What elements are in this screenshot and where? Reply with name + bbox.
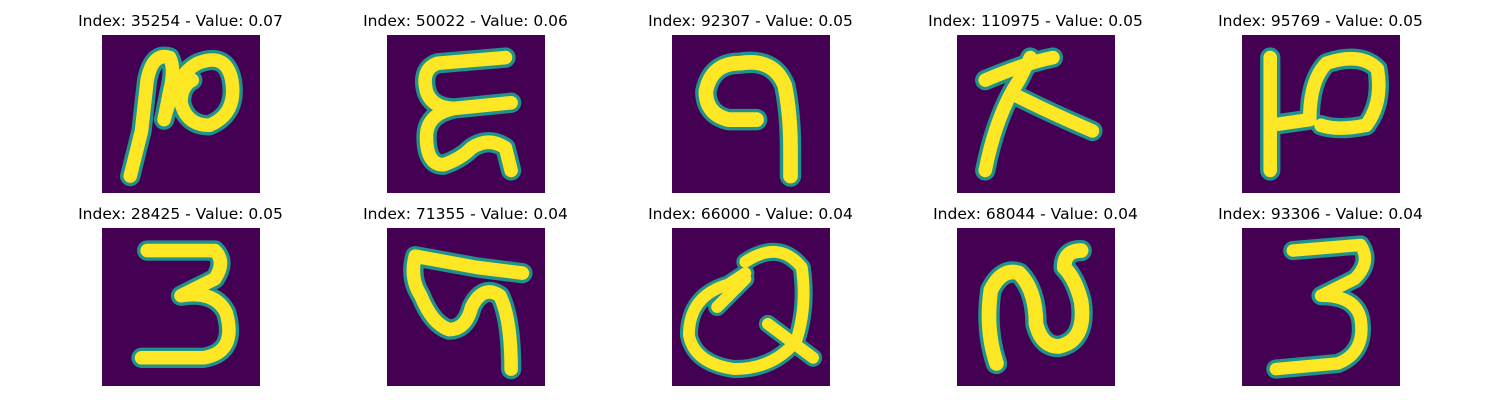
panel-9: Index: 68044 - Value: 0.04 xyxy=(893,204,1178,386)
digit-image xyxy=(672,228,830,386)
panel-5: Index: 95769 - Value: 0.05 xyxy=(1178,11,1463,193)
panel-6: Index: 28425 - Value: 0.05 xyxy=(38,204,323,386)
panel-3: Index: 92307 - Value: 0.05 xyxy=(608,11,893,193)
panel-title: Index: 93306 - Value: 0.04 xyxy=(1218,205,1423,223)
digit-image xyxy=(957,228,1115,386)
panel-10: Index: 93306 - Value: 0.04 xyxy=(1178,204,1463,386)
panel-title: Index: 71355 - Value: 0.04 xyxy=(363,205,568,223)
panel-title: Index: 50022 - Value: 0.06 xyxy=(363,12,568,30)
panel-1: Index: 35254 - Value: 0.07 xyxy=(38,11,323,193)
digit-image xyxy=(1242,228,1400,386)
digit-image xyxy=(102,35,260,193)
digit-image xyxy=(1242,35,1400,193)
panel-title: Index: 35254 - Value: 0.07 xyxy=(78,12,283,30)
digit-image xyxy=(102,228,260,386)
panel-title: Index: 66000 - Value: 0.04 xyxy=(648,205,853,223)
panel-2: Index: 50022 - Value: 0.06 xyxy=(323,11,608,193)
digit-image xyxy=(387,35,545,193)
panel-title: Index: 68044 - Value: 0.04 xyxy=(933,205,1138,223)
panel-8: Index: 66000 - Value: 0.04 xyxy=(608,204,893,386)
digit-image xyxy=(672,35,830,193)
panel-title: Index: 95769 - Value: 0.05 xyxy=(1218,12,1423,30)
digit-image xyxy=(387,228,545,386)
panel-title: Index: 110975 - Value: 0.05 xyxy=(928,12,1143,30)
digit-image xyxy=(957,35,1115,193)
panel-title: Index: 28425 - Value: 0.05 xyxy=(78,205,283,223)
panel-4: Index: 110975 - Value: 0.05 xyxy=(893,11,1178,193)
panel-title: Index: 92307 - Value: 0.05 xyxy=(648,12,853,30)
panel-7: Index: 71355 - Value: 0.04 xyxy=(323,204,608,386)
